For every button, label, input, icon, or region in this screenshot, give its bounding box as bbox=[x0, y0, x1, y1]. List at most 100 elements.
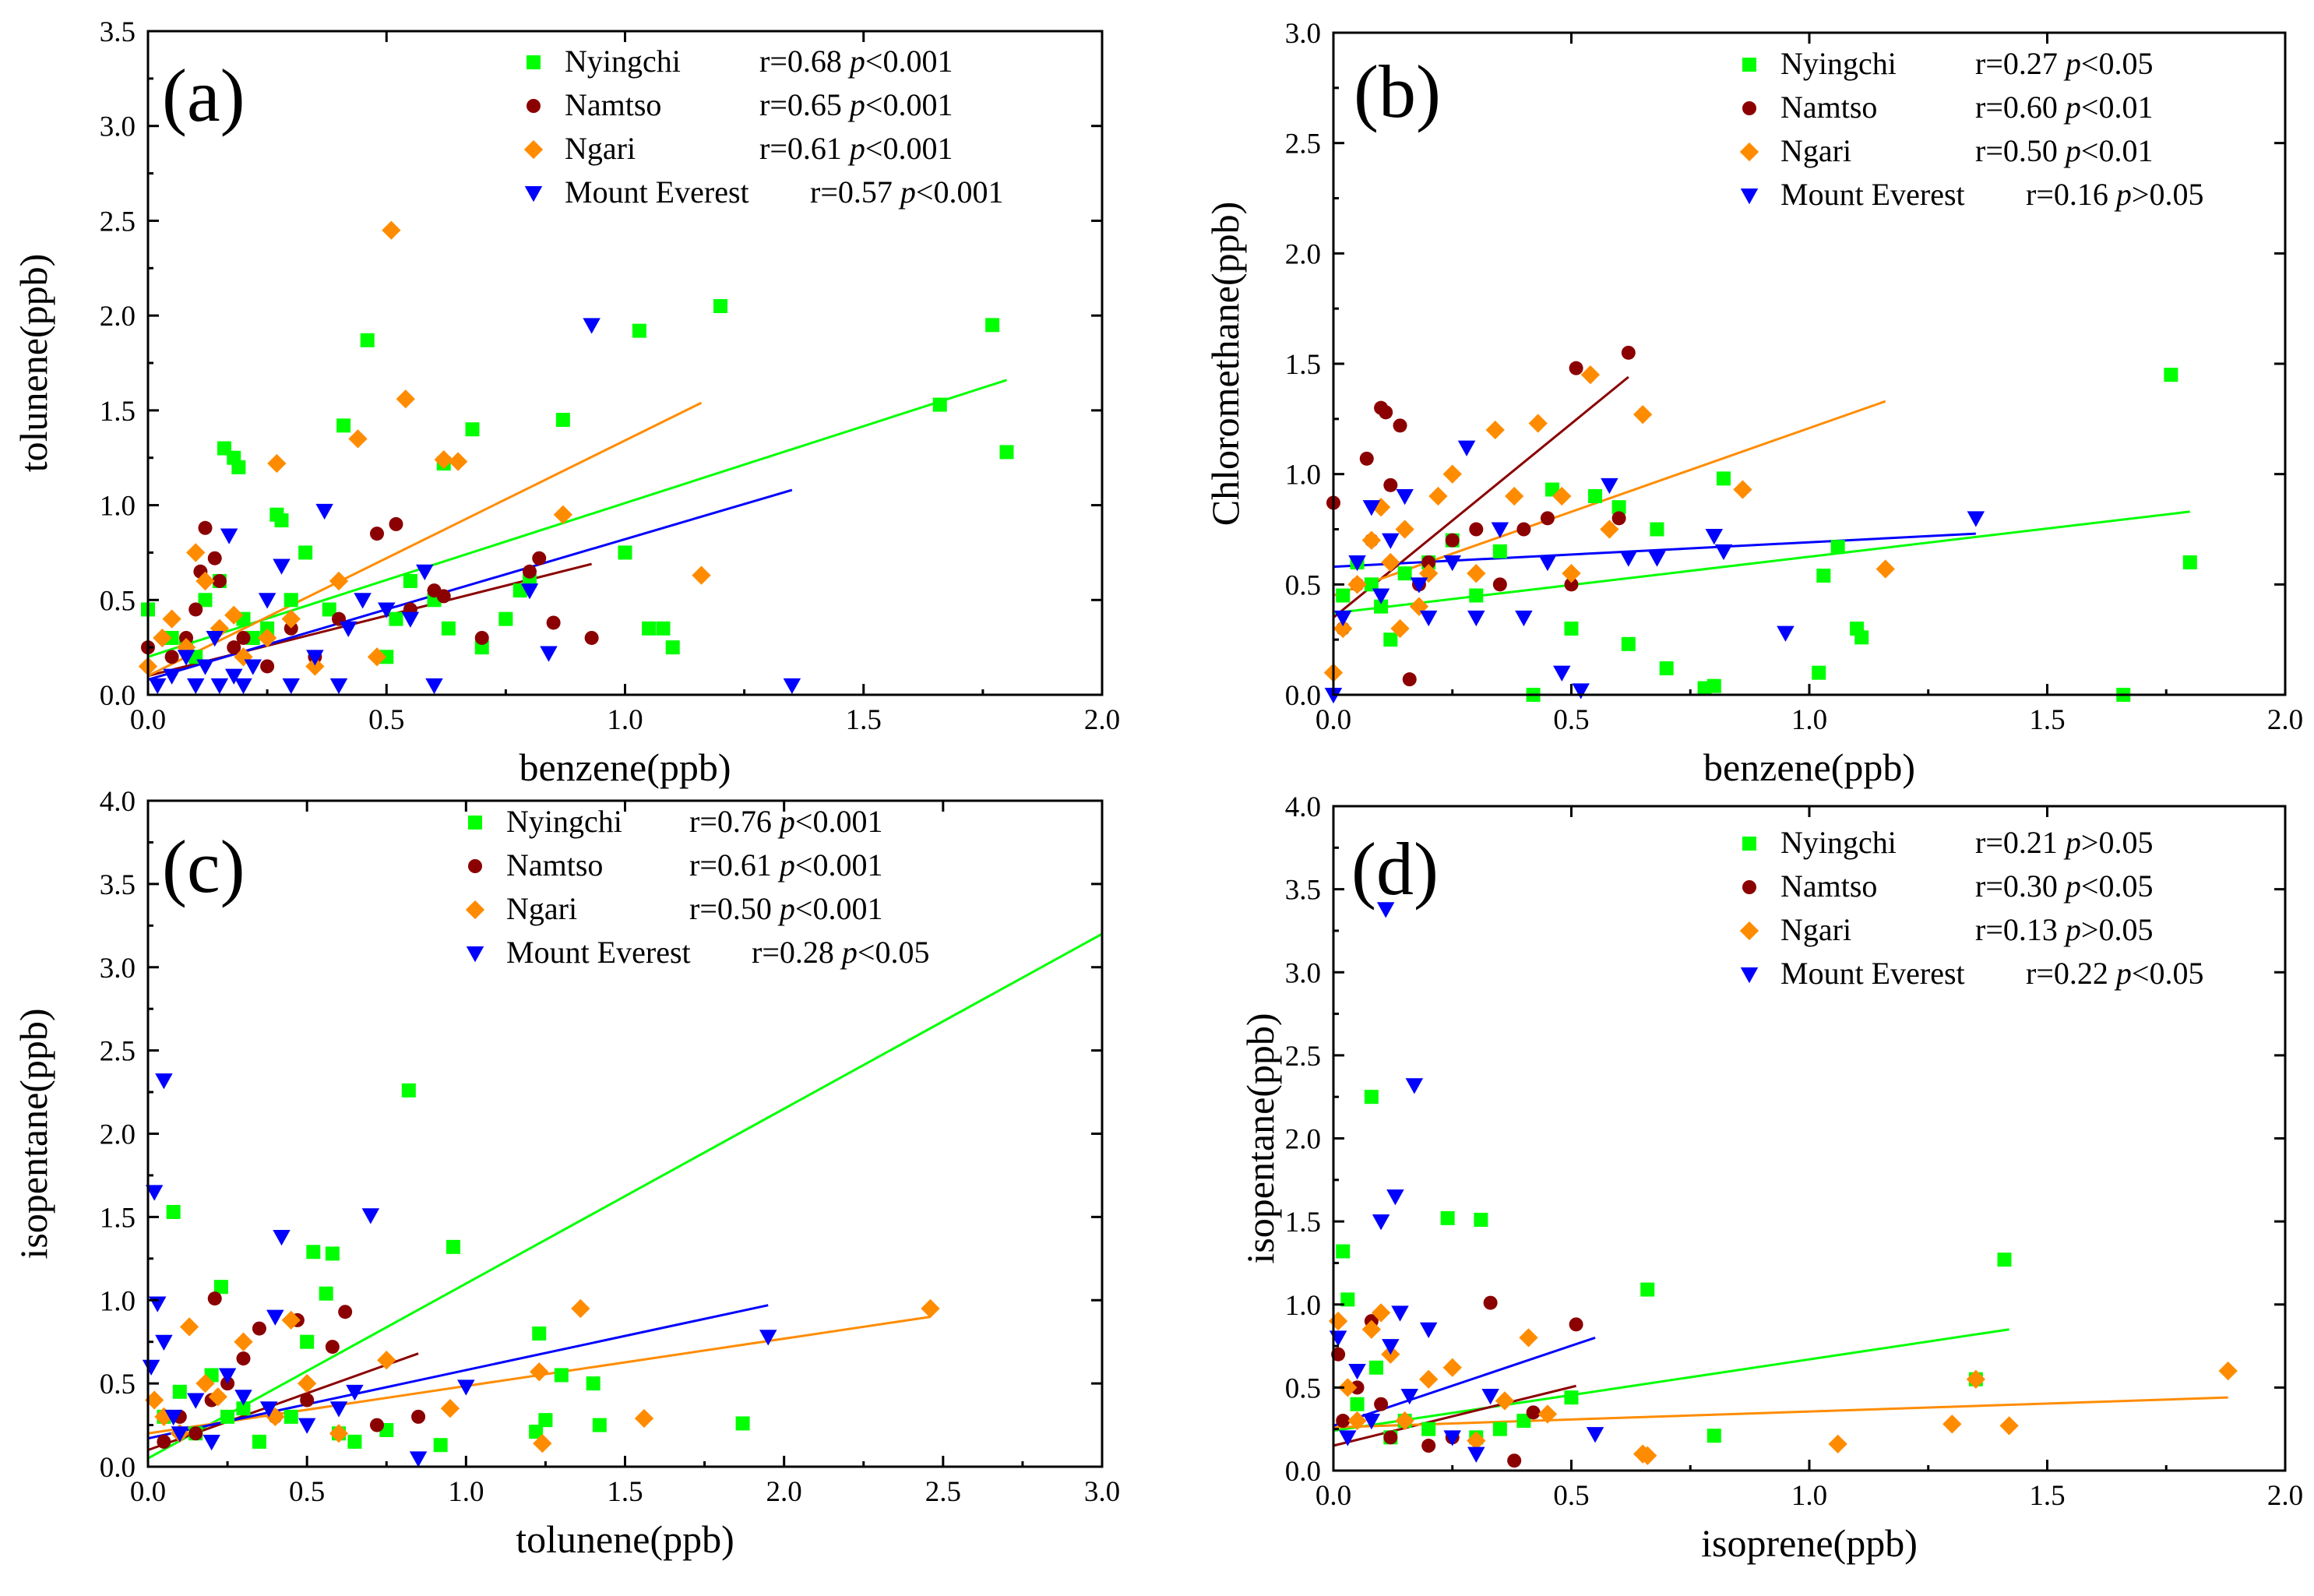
y-tick-label: 2.5 bbox=[1285, 129, 1321, 160]
data-point-ngari bbox=[396, 389, 415, 409]
data-point-namtso bbox=[164, 650, 179, 664]
data-point-namtso bbox=[1540, 511, 1555, 526]
data-point-ngari bbox=[208, 1387, 227, 1407]
data-point-nyingchi bbox=[1706, 1429, 1721, 1443]
legend-label-namtso: Namtso bbox=[1780, 90, 1877, 125]
data-point-ngari bbox=[2218, 1361, 2238, 1381]
y-tick-label: 2.5 bbox=[1285, 1041, 1321, 1073]
data-point-nyingchi bbox=[618, 545, 632, 560]
legend-p-symbol: p bbox=[777, 804, 795, 839]
data-point-mount-everest bbox=[155, 1334, 173, 1351]
data-point-mount-everest bbox=[1714, 544, 1733, 561]
data-point-ngari bbox=[1942, 1415, 1962, 1434]
data-point-namtso bbox=[1421, 555, 1436, 569]
data-point-ngari bbox=[348, 429, 368, 449]
data-point-ngari bbox=[1638, 1446, 1657, 1465]
data-point-ngari bbox=[224, 605, 244, 625]
y-tick-label: 3.0 bbox=[1285, 957, 1321, 989]
data-point-ngari bbox=[634, 1408, 654, 1429]
data-point-nyingchi bbox=[632, 323, 646, 338]
data-point-nyingchi bbox=[1364, 1090, 1379, 1105]
legend-marker-ngari bbox=[1739, 921, 1759, 941]
data-point-nyingchi bbox=[1397, 566, 1412, 581]
legend-label-mount-everest: Mount Everest bbox=[506, 935, 691, 970]
y-tick-label: 0.0 bbox=[1285, 680, 1321, 712]
data-point-namtso bbox=[227, 640, 241, 655]
data-point-mount-everest bbox=[583, 318, 601, 334]
y-tick-label: 1.0 bbox=[1285, 1290, 1321, 1322]
data-point-nyingchi bbox=[1383, 632, 1398, 647]
data-point-nyingchi bbox=[1374, 599, 1389, 614]
x-tick-label: 1.5 bbox=[2029, 704, 2065, 736]
data-point-ngari bbox=[1495, 1391, 1515, 1411]
y-tick-label: 0.5 bbox=[100, 585, 136, 617]
data-point-nyingchi bbox=[319, 1286, 333, 1301]
legend-p-symbol: p bbox=[840, 935, 858, 970]
data-point-mount-everest bbox=[282, 678, 300, 695]
legend-r-value: r=0.57 bbox=[810, 174, 893, 210]
data-point-nyingchi bbox=[1368, 1360, 1383, 1375]
data-point-ngari bbox=[1537, 1404, 1558, 1424]
data-point-namtso bbox=[1383, 477, 1398, 492]
data-point-ngari bbox=[1828, 1434, 1847, 1454]
legend-marker-mount-everest bbox=[466, 946, 484, 963]
data-point-namtso bbox=[1393, 418, 1407, 433]
data-point-ngari bbox=[1361, 530, 1382, 550]
legend-stat-namtso: r=0.60 p<0.01 bbox=[1975, 90, 2153, 125]
data-point-nyingchi bbox=[586, 1376, 601, 1391]
legend-p-value: <0.001 bbox=[865, 87, 953, 122]
data-point-ngari bbox=[186, 543, 206, 562]
x-tick-label: 1.0 bbox=[1791, 1480, 1827, 1512]
data-point-namtso bbox=[1359, 451, 1374, 466]
data-point-mount-everest bbox=[540, 646, 558, 662]
x-tick-label: 0.5 bbox=[1553, 1480, 1589, 1512]
data-point-namtso bbox=[584, 630, 599, 645]
x-axis-title: isoprene(ppb) bbox=[1701, 1521, 1918, 1565]
data-point-ngari bbox=[1505, 486, 1524, 506]
panel-label: (c) bbox=[162, 825, 245, 908]
data-point-nyingchi bbox=[1492, 544, 1507, 558]
data-point-namtso bbox=[236, 1351, 251, 1366]
data-point-nyingchi bbox=[735, 1416, 750, 1431]
data-point-mount-everest bbox=[1405, 1078, 1424, 1094]
data-point-namtso bbox=[1421, 1439, 1436, 1453]
legend-p-symbol: p bbox=[777, 891, 795, 926]
x-tick-label: 0.0 bbox=[1315, 1480, 1351, 1512]
data-point-nyingchi bbox=[389, 611, 403, 626]
data-point-namtso bbox=[207, 1291, 222, 1306]
y-tick-label: 2.0 bbox=[100, 1119, 136, 1151]
legend-r-value: r=0.21 bbox=[1975, 825, 2058, 860]
legend-label-namtso: Namtso bbox=[506, 847, 603, 883]
legend-stat-mount-everest: r=0.22 p<0.05 bbox=[2026, 956, 2203, 991]
legend-r-value: r=0.27 bbox=[1975, 46, 2058, 81]
data-point-nyingchi bbox=[1611, 500, 1626, 515]
legend-r-value: r=0.13 bbox=[1975, 912, 2058, 947]
legend-marker-nyingchi bbox=[1742, 837, 1756, 851]
data-point-nyingchi bbox=[1997, 1252, 2012, 1267]
data-point-ngari bbox=[1600, 520, 1619, 539]
x-tick-label: 0.5 bbox=[368, 704, 404, 736]
data-point-namtso bbox=[411, 1409, 426, 1424]
data-point-nyingchi bbox=[592, 1418, 607, 1432]
legend-p-value: >0.05 bbox=[2081, 912, 2154, 947]
y-tick-label: 3.0 bbox=[100, 953, 136, 985]
data-point-ngari bbox=[1562, 564, 1581, 583]
data-point-ngari bbox=[267, 453, 287, 474]
data-point-mount-everest bbox=[1400, 1389, 1419, 1405]
panel-a-markers bbox=[138, 220, 1014, 695]
data-point-nyingchi bbox=[1830, 540, 1845, 555]
data-point-ngari bbox=[305, 657, 325, 676]
data-point-mount-everest bbox=[1457, 440, 1476, 456]
data-point-namtso bbox=[300, 1393, 315, 1408]
data-point-nyingchi bbox=[1564, 1390, 1579, 1405]
legend-marker-ngari bbox=[465, 900, 485, 920]
data-point-nyingchi bbox=[325, 1246, 340, 1261]
data-point-ngari bbox=[1999, 1416, 2019, 1436]
data-point-mount-everest bbox=[1586, 1427, 1604, 1443]
series-ngari bbox=[1328, 1303, 2238, 1465]
data-point-ngari bbox=[1428, 486, 1448, 506]
data-point-mount-everest bbox=[206, 630, 224, 647]
